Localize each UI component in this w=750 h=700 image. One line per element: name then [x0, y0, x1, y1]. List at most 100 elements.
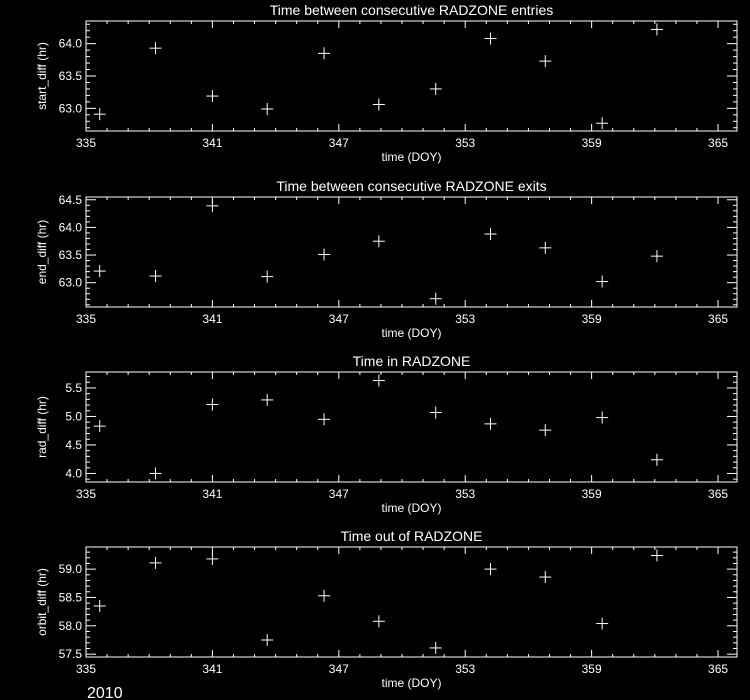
data-point: [206, 552, 219, 565]
data-point: [650, 549, 663, 562]
y-axis-label: start_diff (hr): [35, 42, 49, 110]
data-point: [484, 32, 497, 45]
data-point: [372, 98, 385, 111]
data-point: [596, 411, 609, 424]
y-tick-label: 59.0: [59, 562, 83, 576]
x-tick-label: 341: [202, 312, 222, 326]
y-tick-label: 5.5: [65, 381, 82, 395]
x-tick-label: 347: [329, 662, 349, 676]
data-point: [149, 556, 162, 569]
y-tick-label: 5.0: [65, 409, 82, 423]
x-tick-label: 335: [76, 487, 96, 501]
y-tick-label: 64.0: [59, 220, 83, 234]
data-point: [484, 563, 497, 576]
x-axis-label: time (DOY): [382, 676, 442, 690]
y-tick-label: 4.0: [65, 466, 82, 480]
data-point: [206, 398, 219, 411]
x-tick-label: 335: [76, 136, 96, 150]
x-tick-label: 353: [455, 487, 475, 501]
data-point: [539, 424, 552, 437]
panel-1: Time between consecutive RADZONE entries…: [35, 2, 738, 164]
y-axis-label: rad_diff (hr): [35, 396, 49, 458]
x-tick-label: 359: [582, 312, 602, 326]
data-point: [429, 641, 442, 654]
x-tick-label: 335: [76, 662, 96, 676]
data-point: [484, 417, 497, 430]
x-tick-label: 347: [329, 487, 349, 501]
y-tick-label: 63.0: [59, 101, 83, 115]
data-point: [539, 55, 552, 68]
plot-frame: [85, 546, 738, 658]
x-tick-label: 341: [202, 487, 222, 501]
data-point: [149, 270, 162, 283]
data-point: [650, 250, 663, 263]
data-point: [372, 374, 385, 387]
data-point: [261, 103, 274, 115]
data-point: [261, 633, 274, 646]
data-point: [206, 199, 219, 212]
x-tick-label: 353: [455, 136, 475, 150]
panel-4: Time out of RADZONE time (DOY) orbit_diff …: [35, 528, 738, 690]
y-tick-label: 63.0: [59, 276, 83, 290]
y-tick-label: 57.5: [59, 647, 83, 661]
data-point: [596, 617, 609, 630]
data-point: [596, 275, 609, 288]
x-tick-label: 365: [708, 662, 728, 676]
x-axis-label: time (DOY): [382, 150, 442, 164]
x-axis-label: time (DOY): [382, 501, 442, 515]
data-point: [261, 393, 274, 406]
x-tick-label: 335: [76, 312, 96, 326]
chart-title: Time between consecutive RADZONE entries: [270, 2, 553, 18]
x-tick-label: 353: [455, 312, 475, 326]
x-tick-label: 359: [582, 487, 602, 501]
plot-frame: [85, 196, 738, 308]
chart-title: Time between consecutive RADZONE exits: [276, 178, 546, 194]
data-point: [372, 235, 385, 248]
data-point: [429, 82, 442, 95]
data-point: [429, 292, 442, 305]
plot-frame: [85, 20, 738, 132]
panel-3: Time in RADZONE time (DOY) rad_diff (hr) 33…: [35, 353, 738, 515]
data-point: [93, 265, 106, 278]
x-tick-label: 347: [329, 136, 349, 150]
panel-2: Time between consecutive RADZONE exits ti…: [35, 178, 738, 340]
data-point: [149, 42, 162, 55]
x-tick-label: 365: [708, 136, 728, 150]
chart-title: Time out of RADZONE: [341, 528, 483, 544]
y-tick-label: 58.5: [59, 590, 83, 604]
data-point: [93, 420, 106, 433]
chart-title: Time in RADZONE: [353, 353, 471, 369]
data-point: [484, 228, 497, 241]
y-tick-label: 64.0: [59, 37, 83, 51]
data-point: [93, 599, 106, 612]
data-point: [650, 23, 663, 36]
y-tick-label: 4.5: [65, 438, 82, 452]
x-tick-label: 353: [455, 662, 475, 676]
y-tick-label: 64.5: [59, 193, 83, 207]
data-point: [261, 270, 274, 283]
y-tick-label: 63.5: [59, 248, 83, 262]
x-tick-label: 359: [582, 136, 602, 150]
x-tick-label: 341: [202, 662, 222, 676]
data-point: [650, 453, 663, 466]
y-tick-label: 58.0: [59, 619, 83, 633]
data-point: [539, 571, 552, 584]
x-axis-label: time (DOY): [382, 326, 442, 340]
data-point: [429, 406, 442, 419]
data-point: [149, 467, 162, 480]
x-tick-label: 359: [582, 662, 602, 676]
year-label: 2010: [87, 685, 123, 700]
x-tick-label: 347: [329, 312, 349, 326]
data-point: [318, 248, 331, 261]
plot-frame: [85, 371, 738, 483]
data-point: [93, 108, 106, 121]
x-tick-label: 365: [708, 487, 728, 501]
x-tick-label: 365: [708, 312, 728, 326]
y-axis-label: orbit_diff (hr): [35, 568, 49, 636]
data-point: [596, 117, 609, 130]
data-point: [318, 589, 331, 602]
x-tick-label: 341: [202, 136, 222, 150]
data-point: [206, 90, 219, 103]
